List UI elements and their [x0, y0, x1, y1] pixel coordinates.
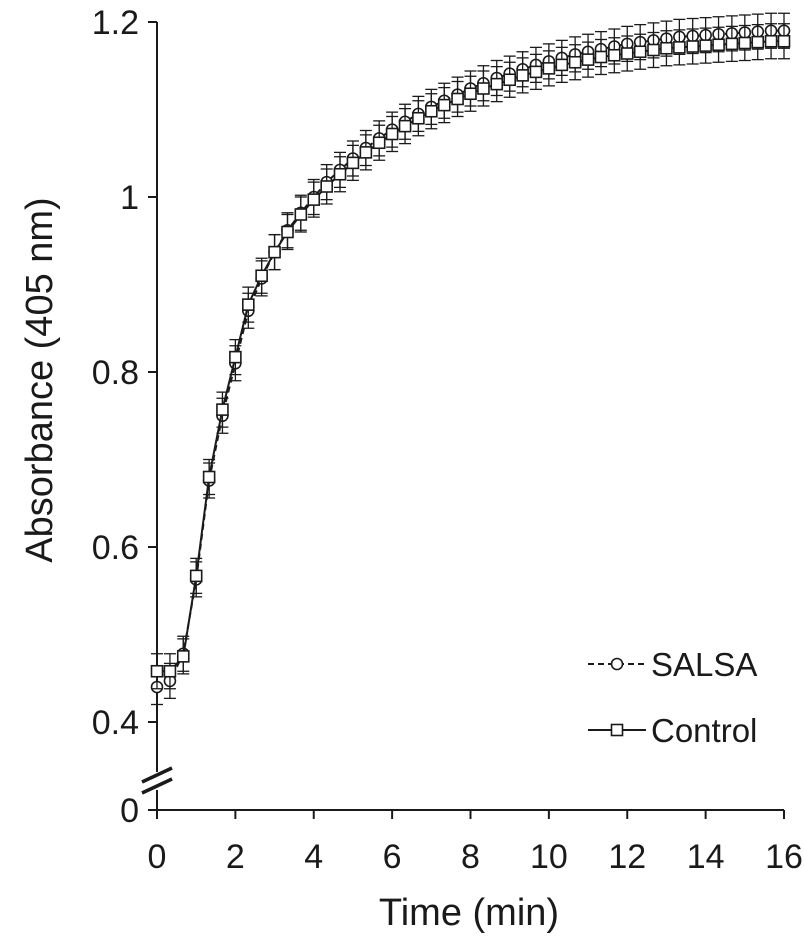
data-point	[751, 35, 765, 49]
data-point	[764, 34, 778, 48]
data-point	[150, 664, 164, 678]
data-point	[699, 39, 712, 52]
axes: 0 0.4 0.6 0.8 1 1.2 0 2 4 6 8 10 12 14 16	[92, 4, 803, 876]
series-line	[157, 40, 784, 673]
y-tick-label: 0.8	[92, 354, 139, 392]
x-tick-label: 14	[687, 838, 725, 876]
data-point	[633, 45, 647, 59]
data-point	[255, 269, 268, 283]
series-layer	[150, 12, 791, 706]
data-point	[529, 65, 543, 79]
data-point	[660, 41, 673, 55]
legend-item: SALSA	[588, 646, 757, 683]
data-point	[608, 48, 621, 62]
y-tick-label: 0.4	[92, 704, 139, 742]
x-tick-label: 16	[765, 838, 803, 876]
data-point	[398, 119, 412, 133]
data-point	[777, 34, 791, 48]
data-point	[359, 146, 373, 159]
legend-item: Control	[588, 712, 757, 749]
data-point	[372, 136, 386, 150]
x-tick-label: 8	[461, 838, 480, 876]
x-tick-label: 12	[608, 838, 646, 876]
data-point	[594, 50, 608, 64]
legend-label: SALSA	[651, 646, 757, 683]
data-point	[542, 62, 556, 75]
data-point	[451, 92, 464, 106]
axis-break-mark	[141, 777, 173, 795]
data-point	[333, 167, 347, 181]
data-point	[189, 569, 203, 583]
data-point	[216, 403, 229, 416]
series-control	[150, 23, 791, 690]
data-point	[385, 127, 399, 141]
legend-label: Control	[651, 712, 757, 749]
data-point	[229, 350, 242, 364]
series-salsa	[150, 12, 791, 706]
y-tick-label: 1	[120, 179, 139, 217]
data-point	[516, 69, 529, 82]
data-point	[620, 47, 634, 60]
data-point	[320, 180, 333, 193]
x-tick-label: 4	[304, 838, 323, 876]
data-point	[176, 650, 190, 663]
y-axis-title: Absorbance (405 nm)	[19, 197, 61, 562]
y-tick-label: 1.2	[92, 4, 139, 42]
x-tick-label: 2	[226, 838, 245, 876]
y-tick-label: 0	[120, 792, 139, 830]
legend-marker	[610, 657, 624, 671]
data-point	[425, 104, 438, 118]
x-axis-title: Time (min)	[379, 892, 559, 934]
data-point	[242, 298, 255, 311]
legend-marker	[610, 723, 624, 737]
data-point	[555, 58, 569, 72]
axis-break-mark	[141, 766, 173, 784]
series-line	[156, 29, 784, 688]
y-tick-label: 0.6	[92, 529, 139, 567]
data-point	[490, 77, 504, 91]
data-point	[725, 37, 739, 51]
data-point	[202, 470, 216, 484]
data-point	[437, 98, 451, 112]
x-tick-label: 10	[530, 838, 568, 876]
legend: SALSA Control	[588, 646, 757, 749]
data-point	[712, 38, 725, 52]
x-tick-label: 6	[383, 838, 402, 876]
data-point	[412, 111, 425, 125]
data-point	[268, 245, 281, 259]
data-point	[464, 87, 477, 101]
data-point	[647, 43, 660, 57]
data-point	[294, 208, 308, 221]
data-point	[568, 55, 582, 69]
data-point	[581, 53, 595, 66]
data-point	[477, 82, 490, 95]
data-point	[346, 156, 360, 170]
data-point	[738, 36, 752, 50]
data-point	[673, 41, 686, 54]
data-point	[163, 664, 177, 678]
data-point	[281, 225, 294, 239]
data-point	[503, 73, 516, 87]
data-point	[686, 40, 699, 53]
x-tick-label: 0	[148, 838, 167, 876]
data-point	[307, 193, 321, 206]
